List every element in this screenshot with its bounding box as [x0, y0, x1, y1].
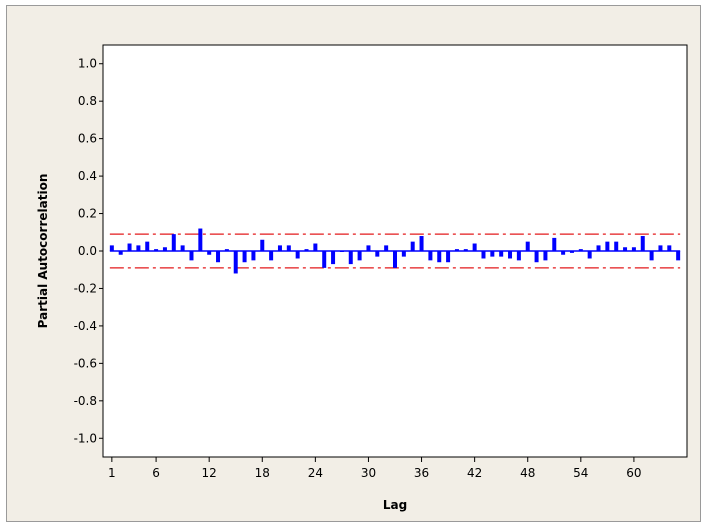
pacf-bar	[516, 251, 521, 261]
pacf-bar	[649, 251, 654, 261]
pacf-chart: 1.0 0.8 0.6 0.4 0.2 0.0 -0.2 -0.4 -0.6 -0.8 -1.0 1…	[36, 44, 688, 512]
pacf-bars	[109, 228, 681, 274]
pacf-bar	[207, 251, 212, 255]
pacf-bar	[269, 251, 274, 261]
pacf-bar	[384, 245, 389, 251]
y-tick-label: -0.2	[74, 281, 97, 295]
pacf-bar	[295, 251, 300, 259]
x-axis-title: Lag	[383, 498, 407, 512]
y-tick-label: 0.0	[78, 244, 97, 258]
y-tick-label: -0.6	[74, 356, 97, 370]
pacf-bar	[561, 251, 566, 255]
x-axis: 1 6 12 18 24 30 36 42 48 54 60	[108, 457, 642, 480]
pacf-bar	[313, 243, 318, 251]
pacf-bar	[667, 245, 672, 251]
pacf-bar	[490, 251, 495, 257]
y-axis: 1.0 0.8 0.6 0.4 0.2 0.0 -0.2 -0.4 -0.6 -0.8 -1.0	[74, 57, 103, 445]
pacf-bar	[534, 251, 539, 263]
x-tick-label: 42	[467, 466, 482, 480]
x-tick-label: 54	[573, 466, 588, 480]
pacf-bar	[304, 249, 309, 251]
pacf-bar	[614, 241, 619, 251]
pacf-bar	[136, 245, 141, 251]
pacf-bar	[145, 241, 150, 251]
pacf-bar	[543, 251, 548, 261]
pacf-bar	[251, 251, 256, 261]
x-tick-label: 18	[255, 466, 270, 480]
pacf-bar	[118, 251, 123, 255]
pacf-bar	[216, 251, 221, 263]
pacf-bar	[393, 251, 397, 268]
y-tick-label: 0.4	[78, 169, 97, 183]
y-tick-label: -0.4	[74, 319, 97, 333]
pacf-bar	[605, 241, 610, 251]
pacf-bar	[658, 245, 663, 251]
pacf-bar	[277, 245, 282, 251]
pacf-bar	[224, 249, 229, 251]
pacf-bar	[623, 247, 628, 251]
pacf-bar	[587, 251, 592, 259]
pacf-bar	[375, 251, 380, 257]
pacf-bar	[322, 251, 327, 268]
pacf-bar	[189, 251, 194, 261]
chart-frame: 1.0 0.8 0.6 0.4 0.2 0.0 -0.2 -0.4 -0.6 -0.8 -1.0 1…	[6, 5, 701, 522]
pacf-bar	[437, 251, 442, 263]
pacf-bar	[366, 245, 371, 251]
pacf-bar	[463, 249, 468, 251]
pacf-bar	[233, 251, 238, 274]
x-tick-label: 36	[414, 466, 429, 480]
y-tick-label: 0.8	[78, 94, 97, 108]
y-tick-label: -0.8	[74, 394, 97, 408]
pacf-bar	[357, 251, 362, 261]
pacf-bar	[127, 243, 132, 251]
y-tick-label: 1.0	[78, 57, 97, 71]
pacf-bar	[508, 251, 513, 259]
pacf-bar	[286, 245, 291, 251]
pacf-bar	[198, 228, 203, 251]
x-tick-label: 1	[108, 466, 116, 480]
y-axis-title: Partial Autocorrelation	[36, 174, 50, 329]
pacf-bar	[631, 247, 636, 251]
pacf-bar	[401, 251, 406, 257]
pacf-bar	[596, 245, 601, 251]
y-tick-label: 0.2	[78, 207, 97, 221]
pacf-bar	[162, 247, 167, 251]
y-tick-label: 0.6	[78, 132, 97, 146]
pacf-bar	[552, 237, 557, 251]
pacf-bar	[180, 245, 185, 251]
x-tick-label: 30	[361, 466, 376, 480]
pacf-bar	[454, 249, 459, 251]
x-tick-label: 6	[152, 466, 160, 480]
pacf-bar	[446, 251, 451, 263]
y-tick-label: -1.0	[74, 431, 97, 445]
pacf-bar	[348, 251, 353, 265]
pacf-bar	[676, 251, 681, 261]
pacf-bar	[481, 251, 486, 259]
pacf-bar	[419, 236, 424, 251]
x-tick-label: 60	[626, 466, 641, 480]
pacf-bar	[242, 251, 247, 263]
pacf-bar	[525, 241, 530, 251]
x-tick-label: 24	[308, 466, 323, 480]
pacf-bar	[499, 251, 504, 257]
pacf-bar	[171, 234, 176, 251]
pacf-bar	[331, 251, 336, 265]
pacf-bar	[640, 236, 645, 251]
pacf-bar	[260, 239, 265, 251]
pacf-bar	[339, 251, 344, 252]
pacf-bar	[569, 251, 574, 253]
pacf-bar	[578, 249, 583, 251]
pacf-bar	[472, 243, 477, 251]
x-tick-label: 12	[202, 466, 217, 480]
x-tick-label: 48	[520, 466, 535, 480]
pacf-bar	[109, 245, 114, 251]
pacf-bar	[154, 249, 159, 251]
pacf-bar	[428, 251, 433, 261]
pacf-bar	[410, 241, 415, 251]
